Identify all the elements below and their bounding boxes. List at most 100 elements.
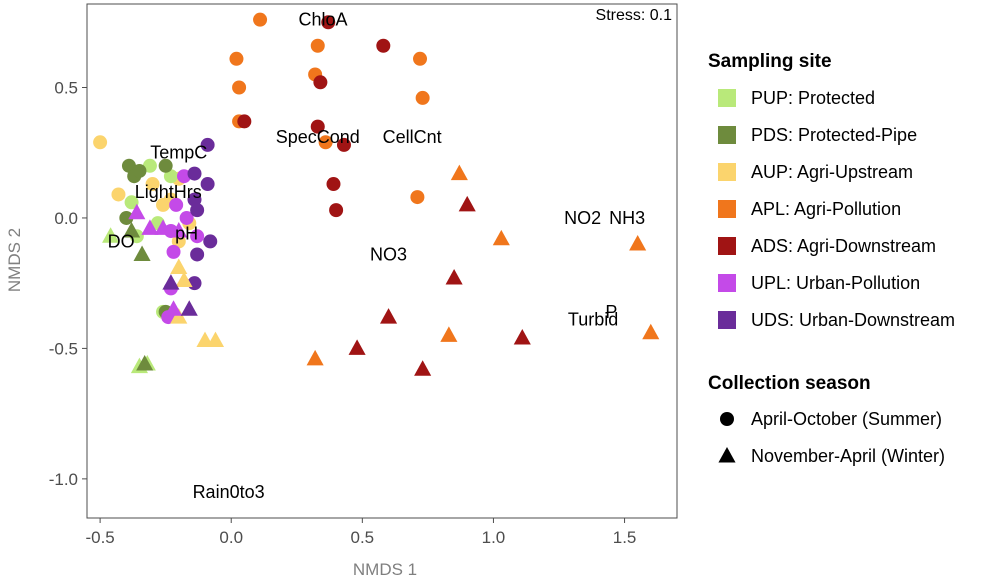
variable-label: NO2 [564,208,601,228]
data-point [206,331,225,348]
x-tick-label: 0.5 [351,528,375,547]
x-tick-label: 0.0 [219,528,243,547]
data-point [336,137,351,152]
data-point [142,158,157,173]
legend-site-swatch [718,200,736,218]
data-point [440,326,458,342]
data-point [170,258,188,275]
data-point [200,177,215,192]
data-point [158,158,173,173]
variable-label: Rain0to3 [193,482,265,502]
data-point [121,158,136,173]
y-tick-label: 0.0 [54,209,78,228]
data-point [190,203,205,218]
legend-site-swatch [718,274,736,292]
data-point [123,221,141,238]
data-point [329,203,344,218]
data-point [171,234,186,249]
legend-season-label: April-October (Summer) [751,409,942,429]
legend-season-label: November-April (Winter) [751,446,945,466]
legend-site-title: Sampling site [708,51,832,72]
data-point [119,210,134,225]
data-point [450,164,468,181]
variable-label: pH [175,224,198,244]
data-point [179,210,194,225]
data-point [170,308,188,324]
legend-site-label: ADS: Agri-Downstream [751,236,936,256]
legend-site-swatch [718,311,736,329]
data-point [415,90,430,105]
data-point [136,355,154,371]
data-point [190,247,205,262]
legend-site-label: UPL: Urban-Pollution [751,273,920,293]
data-point [175,271,193,288]
data-point [410,190,425,205]
y-tick-label: 0.5 [54,78,78,97]
data-point [513,328,531,345]
data-point [102,227,120,243]
variable-label: TempC [150,143,207,163]
stress-label: Stress: 0.1 [596,7,673,24]
variable-label: LightHrs [135,182,202,202]
variable-label: DO [108,231,135,251]
data-point [313,75,328,90]
data-point [380,308,398,324]
data-point [93,135,108,150]
data-point [124,195,139,210]
variable-label: NH3 [609,208,645,228]
variable-label: ChloA [298,10,347,30]
x-tick-label: 1.0 [482,528,506,547]
legend-season-symbol [720,412,734,426]
data-point [413,51,428,66]
legend-site-label: UDS: Urban-Downstream [751,310,955,330]
data-point [154,219,172,235]
data-point [141,219,159,235]
data-point [170,221,188,238]
x-tick-label: -0.5 [85,528,114,547]
data-point [232,80,247,95]
data-point [166,244,181,259]
data-point [414,360,432,376]
legend-site-label: APL: Agri-Pollution [751,199,901,219]
data-point [376,38,391,53]
legend-site-label: PUP: Protected [751,88,875,108]
data-point [318,135,333,150]
data-point [229,51,244,66]
data-point [310,38,325,53]
variable-label: CellCnt [383,127,442,147]
data-point [321,15,336,30]
legend: Sampling site Collection season PUP: Pro… [708,51,955,466]
variable-label: SpecCond [276,127,360,147]
data-point [203,234,218,249]
data-point [200,137,215,152]
y-tick-label: -1.0 [49,470,78,489]
x-axis-title: NMDS 1 [353,560,417,579]
data-point [177,169,192,184]
data-point [111,187,126,202]
variable-label: P [605,302,617,322]
legend-site-label: AUP: Agri-Upstream [751,162,913,182]
legend-site-label: PDS: Protected-Pipe [751,125,917,145]
data-point [133,245,151,261]
data-point [128,203,146,220]
data-point [642,323,660,340]
variable-label: NO3 [370,244,407,264]
legend-season-symbol [718,447,736,463]
data-point [162,274,180,290]
y-tick-label: -0.5 [49,339,78,358]
plot-frame [86,3,678,519]
data-point [237,114,252,129]
data-point [187,166,202,181]
legend-season-title: Collection season [708,373,871,394]
plot-area: -0.5 0.0 0.5 1.0 1.5 -1.0 -0.5 0.0 0.5 ChloA SpecC… [49,3,678,547]
data-point [169,197,184,212]
data-point [458,195,476,212]
data-point [132,163,147,178]
legend-site-swatch [718,163,736,181]
data-point [306,349,324,366]
data-point [326,177,341,192]
data-point [348,339,366,355]
data-point [492,229,510,246]
data-point [310,119,325,134]
